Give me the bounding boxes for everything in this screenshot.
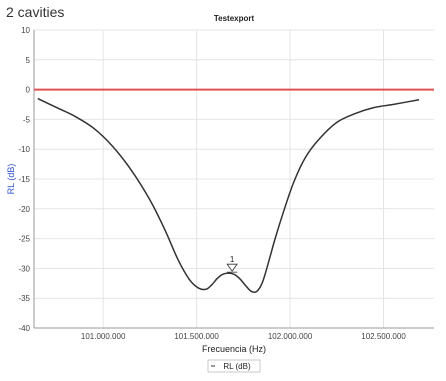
x-tick-label: 102.000.000	[268, 332, 313, 341]
y-tick-label: 0	[26, 86, 31, 95]
x-tick-label: 102.500.000	[361, 332, 406, 341]
y-tick-label: 5	[26, 56, 31, 65]
y-tick-label: 10	[21, 26, 30, 35]
y-tick-label: -10	[18, 145, 30, 154]
chart-title: Testexport	[214, 14, 255, 23]
y-tick-label: -5	[23, 115, 31, 124]
legend-label: RL (dB)	[223, 362, 251, 371]
y-tick-label: -15	[18, 175, 30, 184]
y-tick-label: -20	[18, 205, 30, 214]
y-axis-label: RL (dB)	[6, 164, 16, 195]
chart-header-label: 2 cavities	[6, 4, 65, 20]
marker-label: 1	[230, 255, 235, 264]
x-tick-label: 101.500.000	[174, 332, 219, 341]
marker-triangle	[226, 263, 238, 272]
y-tick-label: -40	[18, 324, 30, 333]
y-tick-label: -30	[18, 264, 30, 273]
x-tick-label: 101.000.000	[81, 332, 126, 341]
y-tick-label: -25	[18, 235, 30, 244]
series-line-rl	[37, 97, 420, 294]
legend-box	[207, 359, 261, 373]
y-tick-label: -35	[18, 294, 30, 303]
x-axis-label: Frecuencia (Hz)	[202, 344, 266, 354]
